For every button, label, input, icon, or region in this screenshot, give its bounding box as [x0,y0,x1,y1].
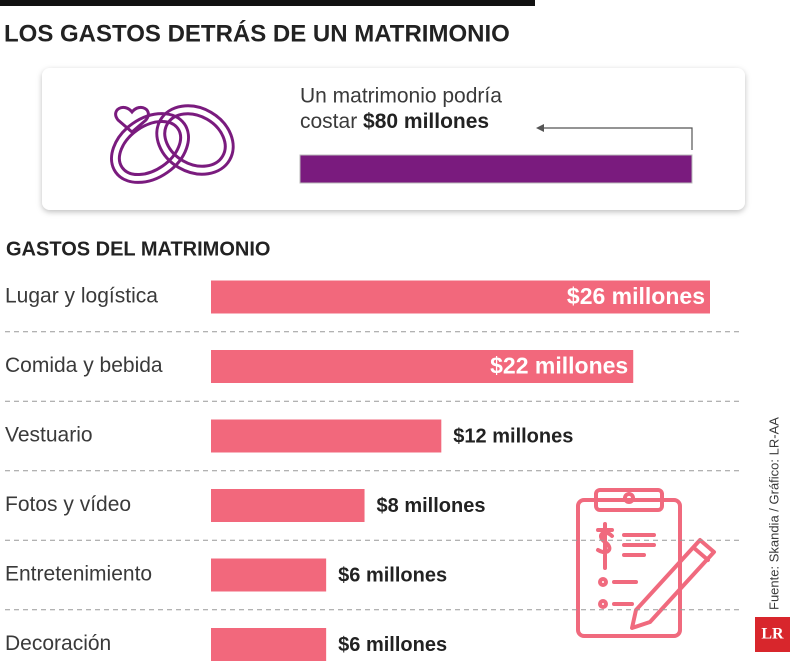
top-rule [0,0,535,6]
clipboard-icon [576,488,716,638]
callout-line1: Un matrimonio podría [300,85,502,108]
rings-icon [110,104,235,184]
subtitle: GASTOS DEL MATRIMONIO [6,238,270,260]
bar [211,419,442,453]
value-label: $12 millones [453,425,573,447]
bar [211,558,327,592]
value-label: $6 millones [338,634,447,656]
category-label: Lugar y logística [5,285,158,308]
bar [211,489,365,522]
bar [211,280,710,314]
source: Fuente: Skandia / Gráfico: LR-AA [766,417,781,610]
category-label: Vestuario [5,424,93,447]
value-label: $26 millones [567,283,705,309]
category-label: Comida y bebida [5,354,163,377]
source-wrap: Fuente: Skandia / Gráfico: LR-AA [766,417,781,610]
logo-box [755,617,790,652]
total-bar [299,154,693,184]
chart-title: LOS GASTOS DETRÁS DE UN MATRIMONIO [4,19,510,47]
bar [211,350,634,383]
category-label: Decoración [5,632,111,655]
value-label: $8 millones [377,495,486,517]
callout-prefix: costar [300,110,357,133]
category-label: Entretenimiento [5,563,152,586]
callout-line2: costar $80 millones [300,110,489,133]
callout-arrow [542,127,693,150]
category-label: Fotos y vídeo [5,493,131,516]
callout-total-label: $80 millones [363,110,489,133]
value-label: $22 millones [490,353,628,379]
callout-arrowhead [536,124,544,132]
value-label: $6 millones [338,564,447,586]
logo: LR [761,626,784,643]
bar [211,628,327,661]
